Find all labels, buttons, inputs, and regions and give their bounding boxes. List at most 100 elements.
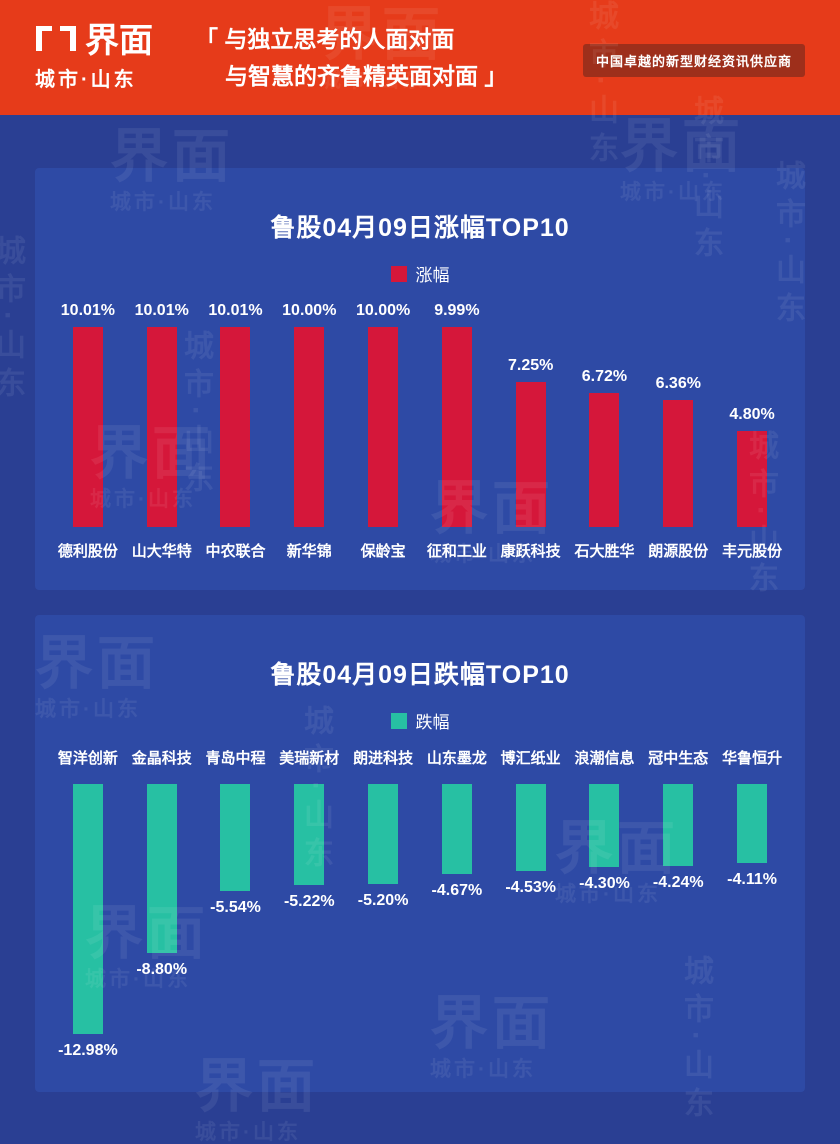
bar-column: -4.67% [420,784,494,1060]
category-label: 朗进科技 [353,750,414,767]
category-label: 中农联合 [205,543,266,560]
bar-column: 10.01% [199,302,273,527]
logo-subtitle: 城市·山东 [35,68,137,91]
category-label: 华鲁恒升 [722,750,783,767]
bars-row: -12.98% -8.80% -5.54% -5.22% -5.20% -4.67% -4.… [51,784,789,1060]
legend-fall: 跌幅 [35,708,805,733]
bar-column: 10.00% [346,302,420,527]
bar [72,327,103,527]
category-label: 金晶科技 [131,750,192,767]
bar-column: 6.72% [568,302,642,527]
category-label: 康跃科技 [500,543,561,560]
value-label: 7.25% [507,357,554,374]
jiemian-logo: 界面 城市·山东 [35,24,153,92]
category-label: 丰元股份 [722,543,783,560]
category-label: 保龄宝 [360,543,406,560]
value-label: -4.67% [431,882,483,899]
value-label: -4.24% [652,874,704,891]
category-label: 青岛中程 [205,750,266,767]
bar [368,327,399,527]
bar-column: 10.01% [125,302,199,527]
category-label: 山大华特 [131,543,192,560]
bar-column: -12.98% [51,784,125,1060]
bar [515,784,546,871]
chart-title-rise: 鲁股04月09日涨幅TOP10 [270,214,570,242]
value-label: -4.30% [579,875,630,892]
legend-swatch-rise [390,265,407,282]
bar [441,327,472,527]
bar [515,382,546,527]
bar-column: -8.80% [125,784,199,1060]
bar-column: 9.99% [420,302,494,527]
bar-column: 10.00% [272,302,346,527]
bar-column: -4.11% [715,784,789,1060]
value-label: 10.01% [60,302,116,319]
header-badge: 中国卓越的新型财经资讯供应商 [582,44,805,77]
value-label: -8.80% [136,961,188,978]
bar [294,327,325,527]
bar [737,431,768,527]
bar-column: -5.54% [199,784,273,1060]
category-label: 新华锦 [286,543,332,560]
category-label: 朗源股份 [648,543,709,560]
value-label: -12.98% [58,1042,118,1059]
value-label: -5.22% [283,893,335,910]
bar [146,327,177,527]
value-label: 10.00% [355,302,411,319]
category-label: 博汇纸业 [500,750,561,767]
logo-title: 界面 [85,21,153,60]
bar-column: -5.20% [346,784,420,1060]
quote-line-2: 与智慧的齐鲁精英面对面 」 [225,62,508,89]
category-label: 浪潮信息 [574,750,635,767]
bar [663,400,694,527]
bar [737,784,768,863]
bar-column: 7.25% [494,302,568,527]
header-quote: 「 与独立思考的人面对面 与智慧的齐鲁精英面对面 」 [195,21,507,95]
value-label: 9.99% [434,302,480,319]
chart-panel-rise: 鲁股04月09日涨幅TOP10 涨幅 10.01% 10.01% 10.01% 10.… [35,168,805,590]
bar-column: -4.30% [568,784,642,1060]
bar [368,784,399,884]
bar [589,393,620,527]
legend-label-rise: 涨幅 [415,266,450,285]
category-label: 美瑞新材 [279,750,340,767]
legend-label-fall: 跌幅 [415,713,450,732]
category-label: 征和工业 [426,543,487,560]
bar [72,784,103,1034]
bar-column: 4.80% [715,302,789,527]
value-label: 10.00% [282,302,337,319]
jiemian-logo-icon [35,24,77,58]
brand-watermark: 城市·山东 [0,235,24,405]
category-label: 石大胜华 [574,543,635,560]
bar [663,784,694,866]
category-labels: 智洋创新 金晶科技 青岛中程 美瑞新材 朗进科技 山东墨龙 博汇纸业 浪潮信息 冠中生态 华鲁恒升 [51,747,789,768]
legend-swatch-fall [390,712,407,729]
bar [589,784,620,867]
value-label: 6.36% [655,375,701,392]
category-labels: 德利股份 山大华特 中农联合 新华锦 保龄宝 征和工业 康跃科技 石大胜华 朗源股份 丰元股份 [51,540,789,561]
value-label: 4.80% [729,406,775,423]
value-label: 10.01% [134,302,189,319]
bars-row: 10.01% 10.01% 10.01% 10.00% 10.00% 9.99% 7.25%… [51,302,789,527]
category-label: 德利股份 [57,543,118,560]
value-label: -4.53% [505,879,557,896]
bar-chart-fall: 智洋创新 金晶科技 青岛中程 美瑞新材 朗进科技 山东墨龙 博汇纸业 浪潮信息 冠中生态 华鲁恒升… [35,747,805,1060]
chart-panel-fall: 鲁股04月09日跌幅TOP10 跌幅 智洋创新 金晶科技 青岛中程 美瑞新材 朗进科技山… [35,615,805,1092]
bar [220,327,251,527]
bar-column: -4.53% [494,784,568,1060]
value-label: -5.20% [357,892,409,909]
quote-line-1: 「 与独立思考的人面对面 [195,25,455,52]
bar-column: -5.22% [272,784,346,1060]
category-label: 冠中生态 [648,750,709,767]
category-label: 山东墨龙 [426,750,487,767]
bar [441,784,472,874]
bar [294,784,325,885]
header: 界面 城市·山东 「 与独立思考的人面对面 与智慧的齐鲁精英面对面 」 中国卓越… [0,0,840,115]
bar-column: -4.24% [641,784,715,1060]
value-label: 6.72% [581,368,628,385]
category-label: 智洋创新 [57,750,118,767]
legend-rise: 涨幅 [35,261,805,286]
bar-column: 10.01% [51,302,125,527]
value-label: -4.11% [727,871,777,888]
bar [220,784,251,891]
